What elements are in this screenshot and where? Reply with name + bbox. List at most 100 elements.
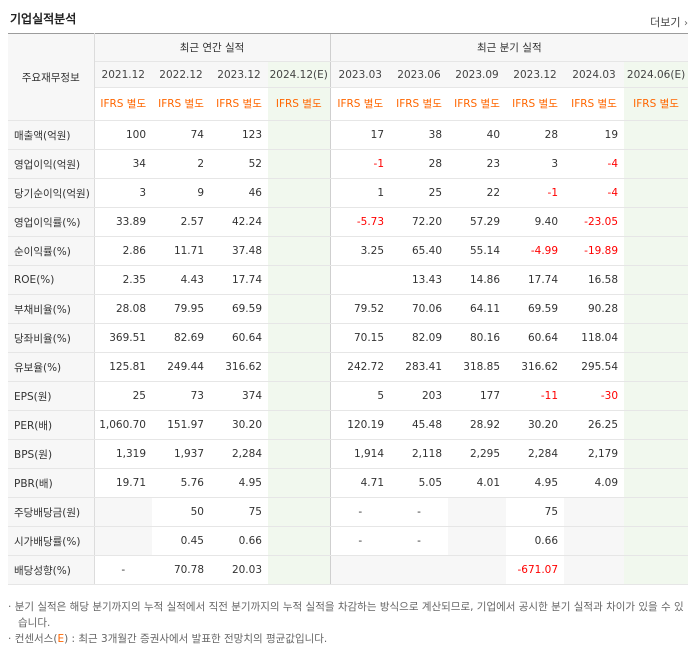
table-cell: 2.57 <box>152 207 210 237</box>
table-cell <box>268 294 331 324</box>
basis-header: IFRS 별도 <box>152 87 210 121</box>
table-cell <box>268 410 331 440</box>
basis-header: IFRS 별도 <box>390 87 449 121</box>
period-header: 2023.12 <box>210 61 268 88</box>
table-cell: 374 <box>210 381 268 411</box>
table-cell <box>624 236 689 266</box>
row-label: 순이익률(%) <box>8 236 95 266</box>
table-row: BPS(원) 1,319 1,937 2,284 1,914 2,118 2,295 2,28… <box>8 439 689 469</box>
table-cell <box>448 497 507 527</box>
table-cell: 3 <box>506 149 565 179</box>
table-body: 매출액(억원) 100 74 123 17 38 40 28 19 영업이익(억원) 34 2 52 -1… <box>8 120 689 585</box>
table-row: 영업이익률(%) 33.89 2.57 42.24 -5.73 72.20 57.29 9.4… <box>8 207 689 237</box>
table-cell: 75 <box>210 497 268 527</box>
period-header: 2022.12 <box>152 61 210 88</box>
table-cell: 4.95 <box>506 468 565 498</box>
table-cell: -4.99 <box>506 236 565 266</box>
corner-label: 주요재무정보 <box>8 33 95 121</box>
table-cell <box>624 265 689 295</box>
table-row: 부채비율(%) 28.08 79.95 69.59 79.52 70.06 64.11 69.… <box>8 294 689 324</box>
financial-table: 주요재무정보 최근 연간 실적 최근 분기 실적 2021.12 2022.12 2… <box>8 33 689 585</box>
table-row: 매출액(억원) 100 74 123 17 38 40 28 19 <box>8 120 689 150</box>
table-cell: 75 <box>506 497 565 527</box>
table-cell <box>390 555 449 585</box>
table-cell: 316.62 <box>506 352 565 382</box>
table-cell: 3.25 <box>329 236 391 266</box>
table-cell: 177 <box>448 381 507 411</box>
table-cell: 369.51 <box>94 323 152 353</box>
table-cell: 0.45 <box>152 526 210 556</box>
table-cell: 2,284 <box>506 439 565 469</box>
table-row: 유보율(%) 125.81 249.44 316.62 242.72 283.41 318.… <box>8 352 689 382</box>
period-header: 2023.09 <box>448 61 507 88</box>
notes: · 분기 실적은 해당 분기까지의 누적 실적에서 직전 분기까지의 누적 실적… <box>8 599 688 647</box>
table-cell: 2,118 <box>390 439 449 469</box>
table-row: 주당배당금(원) 50 75- -75 <box>8 497 689 527</box>
table-cell <box>94 526 152 556</box>
row-label: 당좌비율(%) <box>8 323 95 353</box>
row-label: ROE(%) <box>8 265 95 295</box>
table-cell: 64.11 <box>448 294 507 324</box>
table-cell: -19.89 <box>564 236 625 266</box>
table-cell: 38 <box>390 120 449 150</box>
table-cell: 120.19 <box>329 410 391 440</box>
basis-header: IFRS 별도 <box>268 87 331 121</box>
row-label: 시가배당률(%) <box>8 526 95 556</box>
page-title: 기업실적분석 <box>10 12 77 26</box>
table-cell: -23.05 <box>564 207 625 237</box>
table-cell: 42.24 <box>210 207 268 237</box>
table-cell: 1,914 <box>329 439 391 469</box>
table-cell: 1,937 <box>152 439 210 469</box>
table-cell: 0.66 <box>506 526 565 556</box>
period-header: 2023.06 <box>390 61 449 88</box>
table-cell <box>268 439 331 469</box>
period-header: 2021.12 <box>94 61 152 88</box>
table-cell <box>268 497 331 527</box>
table-cell: 52 <box>210 149 268 179</box>
table-cell: -1 <box>329 149 391 179</box>
table-cell: 283.41 <box>390 352 449 382</box>
table-row: 시가배당률(%) 0.45 0.66- -0.66 <box>8 526 689 556</box>
basis-row: IFRS 별도 IFRS 별도 IFRS 별도 IFRS 별도 IFRS 별도 IFRS … <box>8 87 689 121</box>
table-cell: 4.01 <box>448 468 507 498</box>
table-cell <box>268 555 331 585</box>
table-cell: 125.81 <box>94 352 152 382</box>
note-2-suffix: ) : 최근 3개월간 증권사에서 발표한 전망치의 평균값입니다. <box>64 633 328 645</box>
chevron-right-icon[interactable]: › <box>684 18 688 29</box>
table-cell: 45.48 <box>390 410 449 440</box>
table-cell: 2.35 <box>94 265 152 295</box>
table-cell: 79.95 <box>152 294 210 324</box>
table-cell: 2,284 <box>210 439 268 469</box>
row-label: 당기순이익(억원) <box>8 178 95 208</box>
table-cell: 4.95 <box>210 468 268 498</box>
table-cell: 23 <box>448 149 507 179</box>
note-2-prefix: 컨센서스( <box>14 633 58 645</box>
table-cell: 5.05 <box>390 468 449 498</box>
more-link[interactable]: 더보기 › <box>650 14 688 30</box>
table-cell: 57.29 <box>448 207 507 237</box>
table-cell: -30 <box>564 381 625 411</box>
table-cell: 123 <box>210 120 268 150</box>
table-cell: 28.92 <box>448 410 507 440</box>
table-cell: -671.07 <box>506 555 565 585</box>
table-cell: 0.66 <box>210 526 268 556</box>
table-cell: 9.40 <box>506 207 565 237</box>
group-header-row: 주요재무정보 최근 연간 실적 최근 분기 실적 <box>8 33 689 121</box>
table-cell: 151.97 <box>152 410 210 440</box>
table-cell <box>268 120 331 150</box>
more-label[interactable]: 더보기 <box>650 16 681 29</box>
table-cell: 69.59 <box>210 294 268 324</box>
table-cell <box>624 381 689 411</box>
table-cell: 17.74 <box>210 265 268 295</box>
table-row: 당좌비율(%) 369.51 82.69 60.64 70.15 82.09 80.16 60… <box>8 323 689 353</box>
basis-header: IFRS 별도 <box>329 87 391 121</box>
table-cell: 30.20 <box>506 410 565 440</box>
table-cell: 20.03 <box>210 555 268 585</box>
table-cell: 11.71 <box>152 236 210 266</box>
table-cell <box>329 555 391 585</box>
table-cell <box>624 178 689 208</box>
row-label: 영업이익률(%) <box>8 207 95 237</box>
table-cell: 9 <box>152 178 210 208</box>
table-cell: 249.44 <box>152 352 210 382</box>
period-header: 2024.06(E) <box>624 61 689 88</box>
